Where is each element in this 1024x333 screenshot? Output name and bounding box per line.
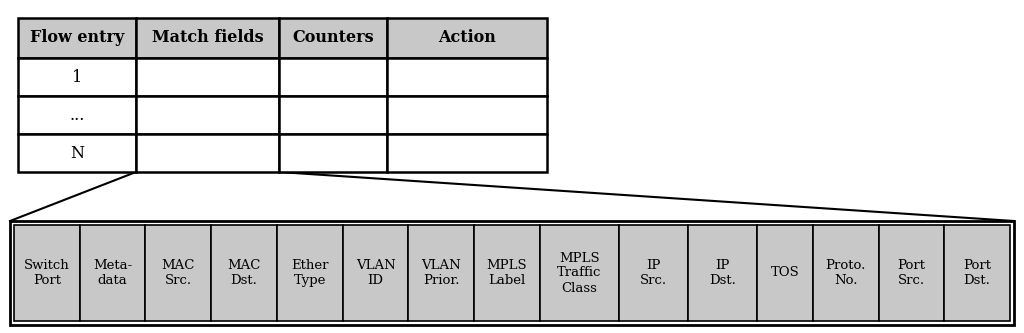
Text: MAC
Src.: MAC Src. xyxy=(162,259,195,287)
Text: MAC
Dst.: MAC Dst. xyxy=(227,259,261,287)
Bar xyxy=(879,225,944,321)
Text: Action: Action xyxy=(438,30,496,47)
Text: 1: 1 xyxy=(72,69,82,86)
Text: Proto.
No.: Proto. No. xyxy=(825,259,866,287)
Text: N: N xyxy=(70,145,84,162)
Bar xyxy=(211,225,276,321)
Bar xyxy=(18,58,136,96)
Bar xyxy=(145,225,211,321)
Bar xyxy=(18,18,136,58)
Bar xyxy=(279,58,387,96)
Bar xyxy=(136,134,279,172)
Bar xyxy=(279,96,387,134)
Text: Port
Src.: Port Src. xyxy=(897,259,926,287)
Bar xyxy=(944,225,1010,321)
Bar xyxy=(474,225,540,321)
Bar xyxy=(136,96,279,134)
Bar xyxy=(757,225,813,321)
Bar xyxy=(343,225,409,321)
Bar xyxy=(14,225,80,321)
Bar xyxy=(136,58,279,96)
Text: VLAN
Prior.: VLAN Prior. xyxy=(422,259,461,287)
Bar xyxy=(279,18,387,58)
Text: IP
Dst.: IP Dst. xyxy=(709,259,736,287)
Text: Ether
Type: Ether Type xyxy=(291,259,329,287)
Text: MPLS
Label: MPLS Label xyxy=(486,259,527,287)
Text: Match fields: Match fields xyxy=(152,30,263,47)
Bar xyxy=(387,96,547,134)
Bar xyxy=(387,18,547,58)
Bar xyxy=(80,225,145,321)
Bar xyxy=(387,58,547,96)
Text: Counters: Counters xyxy=(292,30,374,47)
Bar xyxy=(618,225,688,321)
Bar xyxy=(136,18,279,58)
Text: IP
Src.: IP Src. xyxy=(640,259,667,287)
Text: Switch
Port: Switch Port xyxy=(24,259,70,287)
Bar xyxy=(18,134,136,172)
Bar xyxy=(18,96,136,134)
Text: Meta-
data: Meta- data xyxy=(93,259,132,287)
Text: MPLS
Traffic
Class: MPLS Traffic Class xyxy=(557,251,601,294)
Bar xyxy=(688,225,757,321)
Bar xyxy=(813,225,879,321)
Text: Flow entry: Flow entry xyxy=(30,30,124,47)
Text: ...: ... xyxy=(70,107,85,124)
Text: Port
Dst.: Port Dst. xyxy=(964,259,991,287)
Bar xyxy=(540,225,618,321)
Bar xyxy=(409,225,474,321)
Text: TOS: TOS xyxy=(770,266,799,279)
Bar xyxy=(279,134,387,172)
Text: VLAN
ID: VLAN ID xyxy=(355,259,395,287)
Bar xyxy=(276,225,343,321)
Bar xyxy=(387,134,547,172)
Bar xyxy=(10,221,1014,325)
